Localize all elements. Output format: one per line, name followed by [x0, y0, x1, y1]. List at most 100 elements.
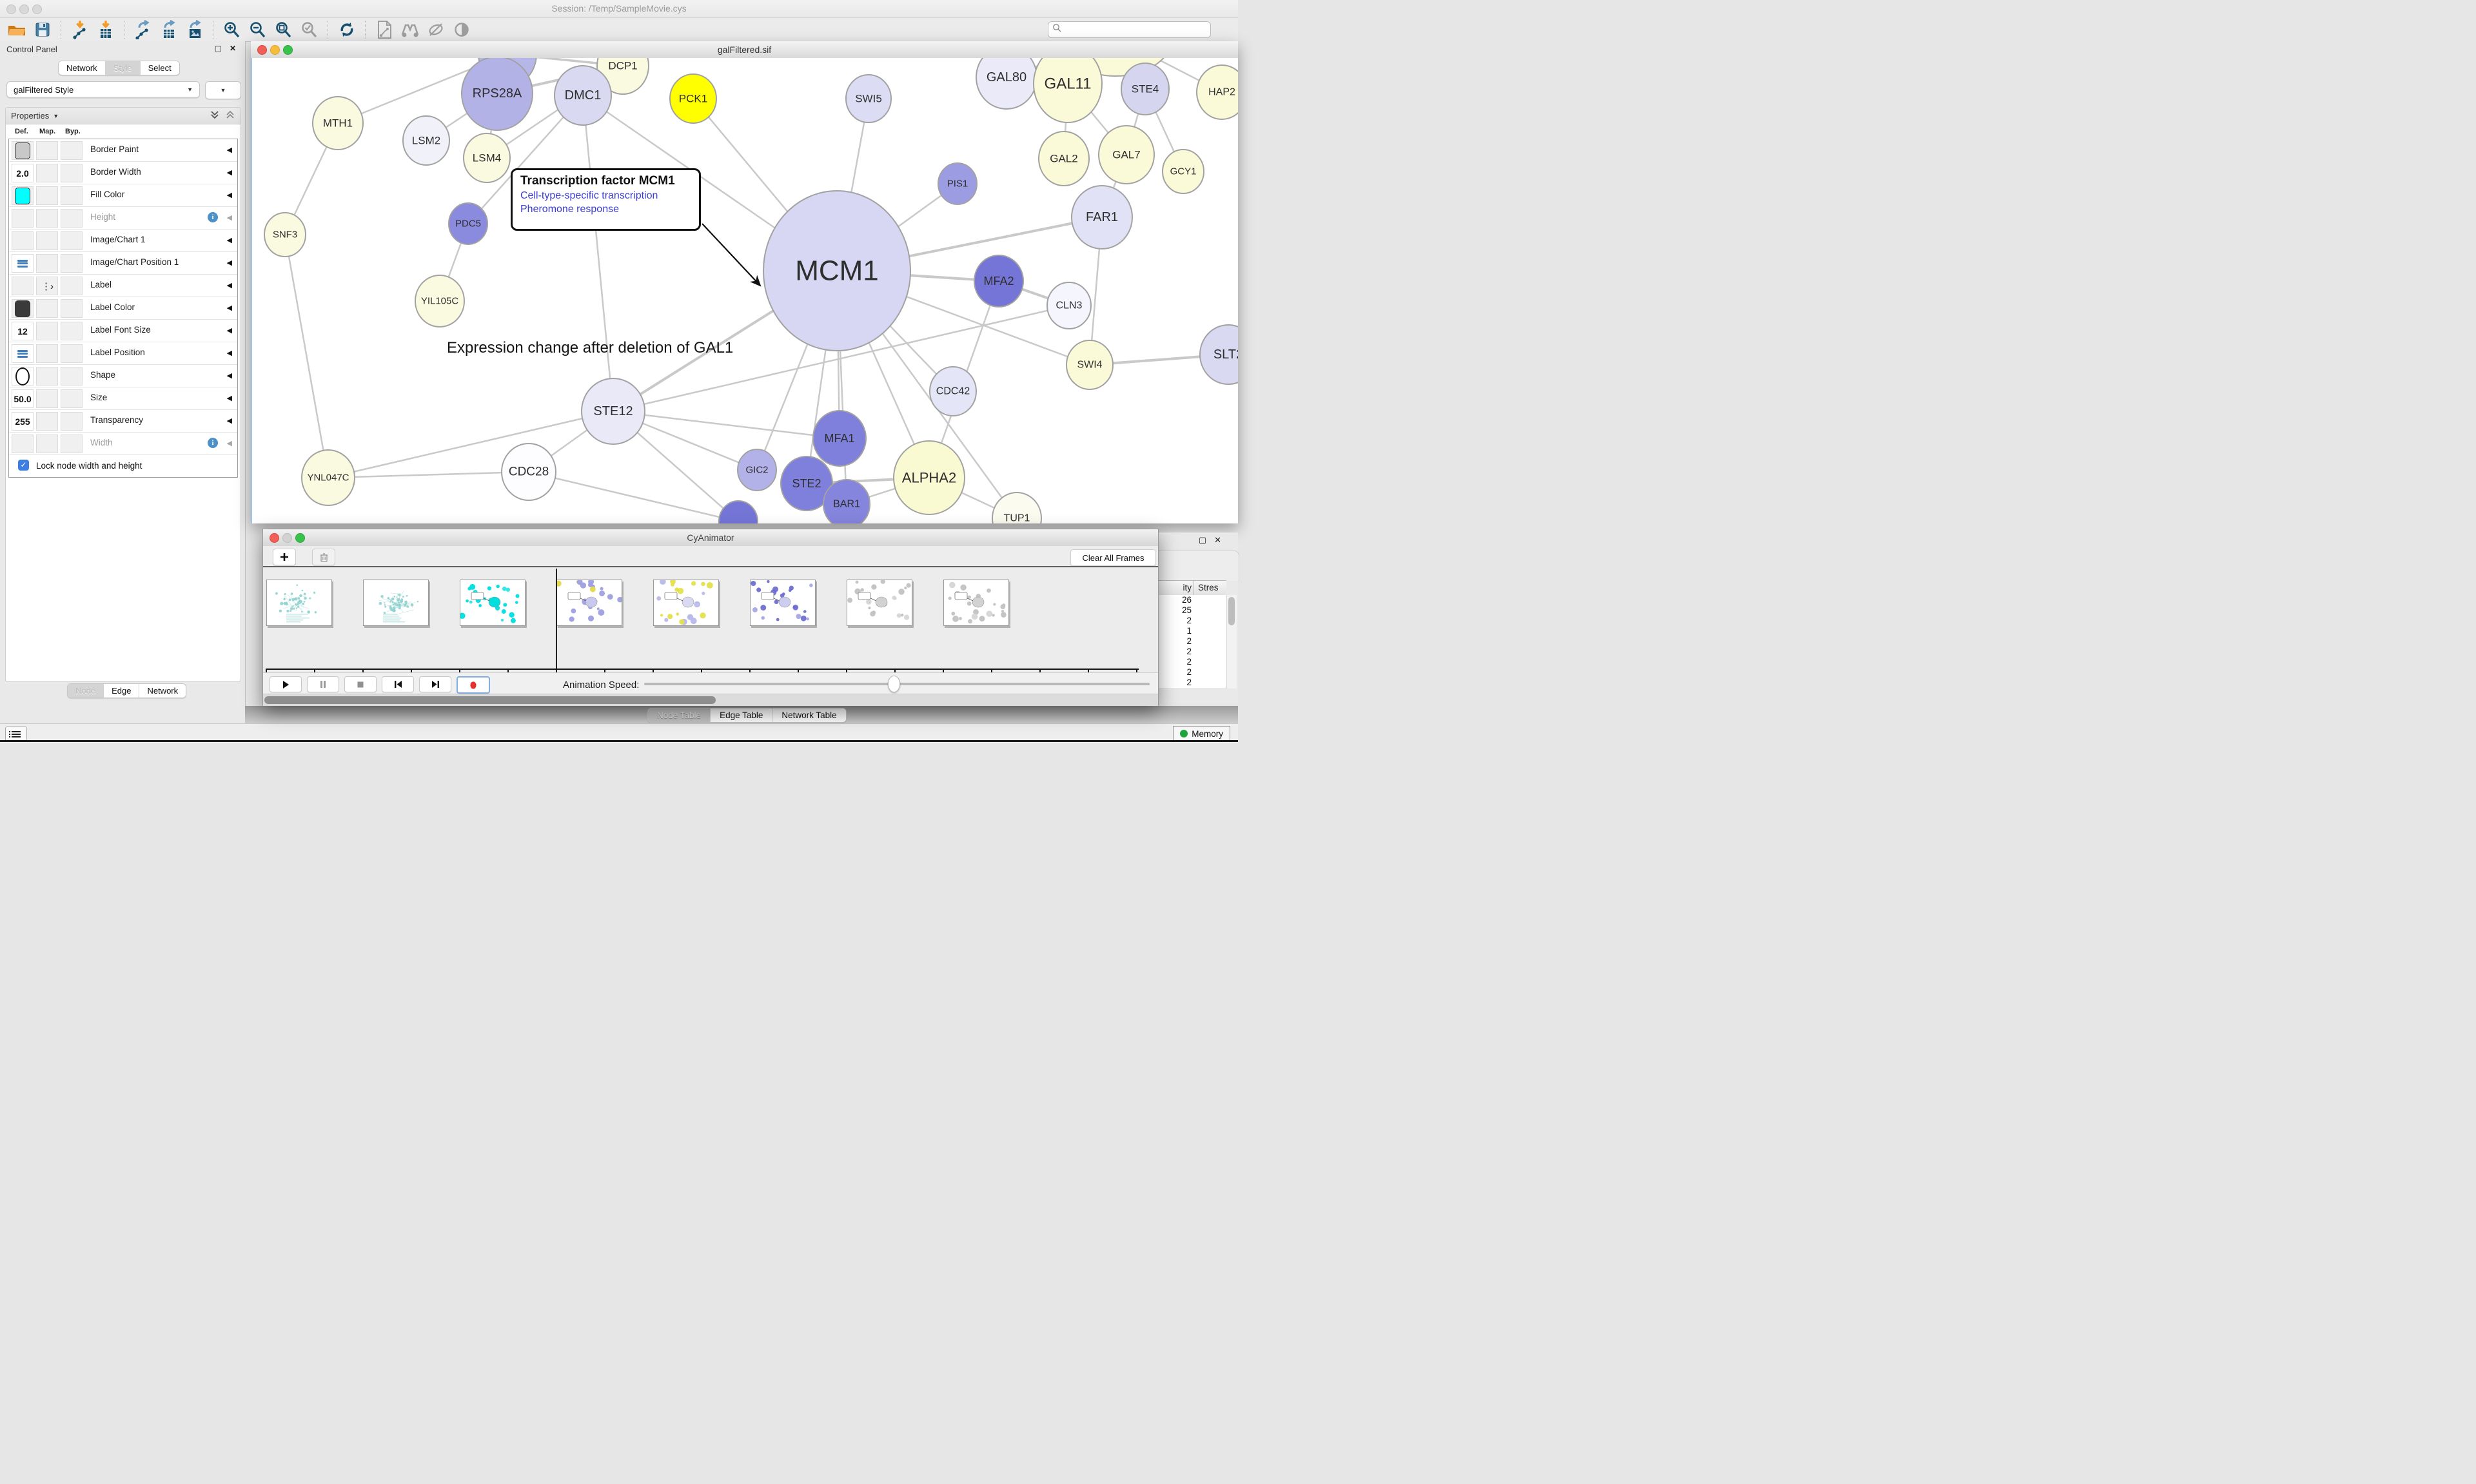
- table-row[interactable]: 2: [1096, 636, 1226, 647]
- property-row-border-width[interactable]: 2.0 Border Width ◀: [9, 162, 237, 184]
- edge-cdc28-purple_b[interactable]: [528, 471, 739, 523]
- clear-all-frames-button[interactable]: Clear All Frames: [1070, 549, 1156, 566]
- node-STE2[interactable]: STE2: [780, 456, 833, 511]
- slider-thumb[interactable]: [888, 676, 900, 692]
- horizontal-scrollbar[interactable]: [263, 694, 1158, 706]
- skip-end-button[interactable]: [419, 676, 451, 692]
- zoom-window-icon[interactable]: [32, 5, 42, 14]
- bypass-cell[interactable]: [61, 141, 83, 160]
- vertical-scrollbar[interactable]: [1226, 595, 1237, 688]
- expand-row-icon[interactable]: ◀: [226, 259, 232, 267]
- frame-thumbnail-4[interactable]: [653, 578, 719, 626]
- node-YIL105C[interactable]: YIL105C: [415, 275, 465, 327]
- network-window-titlebar[interactable]: galFiltered.sif: [251, 41, 1238, 59]
- default-value-cell[interactable]: [12, 367, 34, 386]
- bypass-cell[interactable]: [61, 389, 83, 408]
- expand-row-icon[interactable]: ◀: [226, 237, 232, 244]
- property-row-fill-color[interactable]: Fill Color ◀: [9, 184, 237, 207]
- expand-row-icon[interactable]: ◀: [226, 349, 232, 357]
- mapping-cell[interactable]: [36, 209, 58, 228]
- minimize-window-icon[interactable]: [282, 533, 292, 543]
- expand-row-icon[interactable]: ◀: [226, 395, 232, 402]
- default-value-cell[interactable]: [12, 344, 34, 363]
- node-MTH1[interactable]: MTH1: [312, 96, 364, 150]
- show-all-icon[interactable]: [451, 20, 472, 39]
- default-value-cell[interactable]: [12, 186, 34, 205]
- property-row-border-paint[interactable]: Border Paint ◀: [9, 139, 237, 162]
- mapping-cell[interactable]: [36, 322, 58, 340]
- mapping-cell[interactable]: ⋮›: [36, 277, 58, 295]
- default-value-cell[interactable]: [12, 231, 34, 250]
- property-row-label[interactable]: ⋮› Label ◀: [9, 275, 237, 297]
- default-value-cell[interactable]: 255: [12, 412, 34, 431]
- bypass-cell[interactable]: [61, 344, 83, 363]
- zoom-out-icon[interactable]: [248, 20, 268, 39]
- default-value-cell[interactable]: 12: [12, 322, 34, 340]
- column-header[interactable]: Stres: [1198, 583, 1219, 592]
- mapping-cell[interactable]: [36, 299, 58, 318]
- close-panel-icon[interactable]: ✕: [229, 44, 236, 53]
- bypass-cell[interactable]: [61, 367, 83, 386]
- default-value-cell[interactable]: [12, 434, 34, 453]
- close-window-icon[interactable]: [6, 5, 16, 14]
- node-SWI5[interactable]: SWI5: [845, 74, 892, 123]
- lock-size-checkbox[interactable]: ✓: [18, 460, 29, 471]
- property-row-shape[interactable]: Shape ◀: [9, 365, 237, 387]
- import-table-icon[interactable]: [95, 20, 116, 39]
- close-window-icon[interactable]: [257, 45, 267, 55]
- node-STE12[interactable]: STE12: [581, 378, 645, 445]
- node-GAL2[interactable]: GAL2: [1038, 131, 1090, 186]
- tab-select[interactable]: Select: [140, 61, 179, 75]
- node-purple_b[interactable]: [718, 500, 758, 523]
- expand-row-icon[interactable]: ◀: [226, 440, 232, 447]
- expand-row-icon[interactable]: ◀: [226, 146, 232, 154]
- collapse-all-icon[interactable]: [225, 110, 235, 122]
- node-STE4[interactable]: STE4: [1121, 63, 1170, 115]
- column-header[interactable]: ity: [1183, 583, 1192, 592]
- node-CLN3[interactable]: CLN3: [1046, 282, 1092, 329]
- bypass-cell[interactable]: [61, 434, 83, 453]
- edge-ynl047c-ste12[interactable]: [328, 410, 614, 479]
- edge-ste12-mfa1[interactable]: [613, 410, 840, 440]
- expand-row-icon[interactable]: ◀: [226, 191, 232, 199]
- info-icon[interactable]: i: [208, 438, 218, 448]
- zoom-window-icon[interactable]: [283, 45, 293, 55]
- node-RPS28A[interactable]: RPS28A: [461, 58, 533, 131]
- mapping-cell[interactable]: [36, 434, 58, 453]
- node-TUP1[interactable]: TUP1: [992, 492, 1042, 523]
- table-row[interactable]: 2: [1096, 647, 1226, 657]
- play-button[interactable]: [270, 676, 302, 692]
- default-value-cell[interactable]: 2.0: [12, 164, 34, 182]
- property-row-transparency[interactable]: 255 Transparency ◀: [9, 410, 237, 433]
- property-row-image-chart-1[interactable]: Image/Chart 1 ◀: [9, 229, 237, 252]
- property-row-width[interactable]: Width i ◀: [9, 433, 237, 455]
- export-table-icon[interactable]: [159, 20, 179, 39]
- delete-frame-button[interactable]: [312, 549, 335, 565]
- default-value-cell[interactable]: 50.0: [12, 389, 34, 408]
- expand-row-icon[interactable]: ◀: [226, 417, 232, 425]
- tab-edge-table[interactable]: Edge Table: [711, 708, 773, 722]
- color-swatch[interactable]: [15, 142, 30, 159]
- memory-button[interactable]: Memory: [1173, 726, 1230, 741]
- bypass-cell[interactable]: [61, 231, 83, 250]
- table-row[interactable]: 2: [1096, 657, 1226, 667]
- node-CDC42[interactable]: CDC42: [929, 366, 977, 416]
- color-swatch[interactable]: [15, 300, 30, 317]
- node-GAL7[interactable]: GAL7: [1098, 125, 1155, 184]
- close-window-icon[interactable]: [270, 533, 279, 543]
- expand-row-icon[interactable]: ◀: [226, 327, 232, 335]
- node-GIC2[interactable]: GIC2: [737, 449, 777, 491]
- mapping-cell[interactable]: [36, 164, 58, 182]
- bypass-cell[interactable]: [61, 164, 83, 182]
- pause-button[interactable]: [307, 676, 339, 692]
- annotation-link[interactable]: Pheromone response: [520, 204, 619, 215]
- refresh-icon[interactable]: [337, 20, 357, 39]
- default-value-cell[interactable]: [12, 277, 34, 295]
- default-value-cell[interactable]: [12, 141, 34, 160]
- table-row[interactable]: 2: [1096, 678, 1226, 688]
- property-row-height[interactable]: Height i ◀: [9, 207, 237, 229]
- scrollbar-thumb[interactable]: [1228, 597, 1235, 625]
- style-selector[interactable]: galFiltered Style ▼: [6, 81, 200, 98]
- edge-snf3-ynl047c[interactable]: [284, 234, 329, 478]
- node-GAL80[interactable]: GAL80: [976, 58, 1037, 110]
